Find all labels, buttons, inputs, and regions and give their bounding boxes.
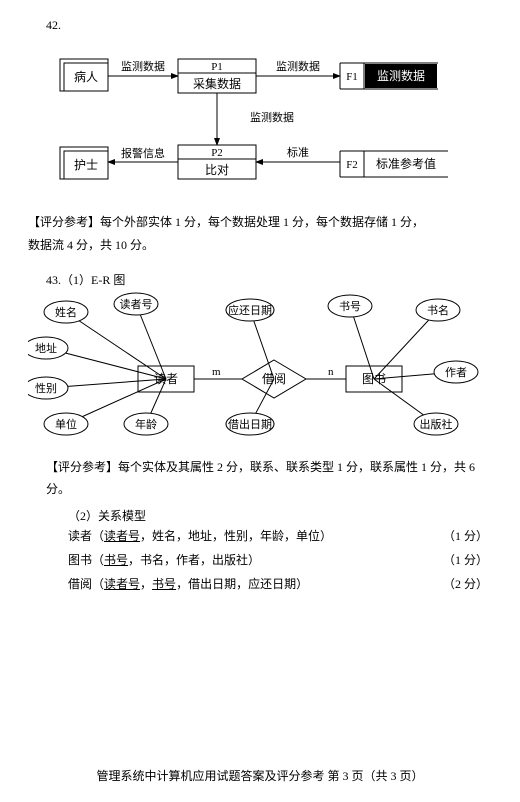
f2-side: 标准参考值 (376, 156, 436, 171)
p1-bot: 采集数据 (193, 76, 241, 91)
svg-text:书号: 书号 (339, 300, 361, 313)
edge-e4: 报警信息 (121, 146, 165, 160)
p2-bot: 比对 (205, 163, 229, 177)
p2-top: P2 (211, 147, 223, 159)
svg-text:读者号: 读者号 (120, 297, 153, 311)
er-m: m (212, 366, 221, 378)
p1-top: P1 (211, 61, 223, 73)
svg-text:应还日期: 应还日期 (228, 303, 272, 317)
svg-text:年龄: 年龄 (135, 417, 157, 431)
node-nurse: 护士 (74, 158, 98, 172)
node-patient: 病人 (74, 69, 98, 84)
svg-text:姓名: 姓名 (55, 305, 77, 319)
edge-e3: 监测数据 (250, 110, 294, 124)
er-n: n (328, 366, 334, 378)
f1-label: F1 (346, 71, 358, 83)
svg-text:单位: 单位 (55, 417, 77, 431)
rel-book: 图书（书号，书名，作者，出版社） （1 分） (68, 548, 488, 572)
scoring-43: 【评分参考】每个实体及其属性 2 分，联系、联系类型 1 分，联系属性 1 分，… (46, 456, 492, 502)
rel-title: （2）关系模型 (68, 507, 492, 524)
edge-e1: 监测数据 (121, 59, 165, 73)
q43-label: 43.（1）E-R 图 (46, 271, 492, 288)
svg-text:性别: 性别 (35, 381, 57, 395)
edge-e2: 监测数据 (276, 59, 320, 73)
er-attrs: 姓名 读者号地址性别单位 年龄 书号 书名作者出版社 应还日期借出日期 (28, 293, 478, 435)
page-footer: 管理系统中计算机应用试题答案及评分参考 第 3 页（共 3 页） (0, 767, 520, 784)
svg-text:借出日期: 借出日期 (228, 417, 272, 431)
f2-label: F2 (346, 159, 358, 171)
er-diagram: 读者 图书 借阅 m n 姓名读者号地址性别单位年龄书号书名作者出版社应还日期借… (28, 292, 492, 452)
svg-text:地址: 地址 (35, 341, 57, 355)
scoring-42: 【评分参考】每个外部实体 1 分，每个数据处理 1 分，每个数据存储 1 分， … (28, 211, 492, 257)
dfd-diagram: 病人 P1 采集数据 F1 监测数据 护士 P2 比对 F2 标准参考值 监测数… (28, 41, 468, 201)
rel-reader: 读者（读者号，姓名，地址，性别，年龄，单位） （1 分） (68, 524, 488, 548)
f1-side: 监测数据 (377, 68, 425, 83)
svg-text:书名: 书名 (427, 303, 449, 317)
edge-e5: 标准 (287, 145, 309, 159)
q42-number: 42. (46, 18, 492, 33)
svg-text:作者: 作者 (445, 366, 467, 379)
svg-text:出版社: 出版社 (420, 417, 453, 431)
relational-model: 读者（读者号，姓名，地址，性别，年龄，单位） （1 分） 图书（书号，书名，作者… (68, 524, 492, 596)
rel-borrow: 借阅（读者号，书号，借出日期，应还日期） （2 分） (68, 572, 488, 596)
